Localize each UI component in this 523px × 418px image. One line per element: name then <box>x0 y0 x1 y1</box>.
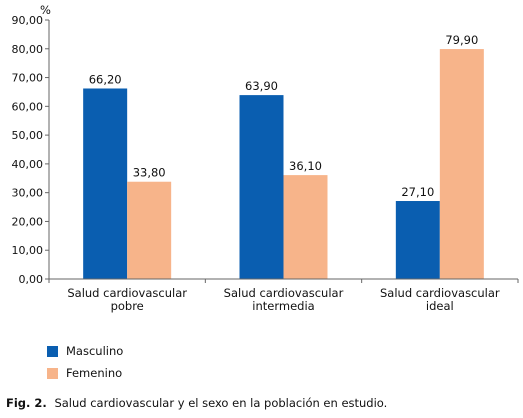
legend-swatch-femenino <box>47 367 58 379</box>
bar-femenino-3 <box>439 49 484 280</box>
figure-caption-prefix: Fig. 2. <box>6 396 47 410</box>
data-label: 27,10 <box>401 185 434 199</box>
legend-label-femenino: Femenino <box>66 366 123 380</box>
y-axis-ticks: 0,00 10,00 20,00 30,00 40,00 50,00 60,00 70,00 8… <box>12 14 49 286</box>
y-tick-label: 60,00 <box>12 100 44 113</box>
x-category-label: Salud cardiovascular <box>380 286 500 300</box>
data-label: 36,10 <box>289 159 322 173</box>
y-tick-label: 70,00 <box>12 72 44 85</box>
legend-item-masculino: Masculino <box>47 340 123 362</box>
x-category-label: Salud cardiovascular <box>67 286 187 300</box>
y-tick-label: 20,00 <box>12 215 44 228</box>
bar-femenino-2 <box>283 175 328 279</box>
data-label: 79,90 <box>445 33 478 47</box>
y-tick-label: 90,00 <box>12 14 44 27</box>
bar-femenino-1 <box>127 181 172 279</box>
bar-chart: 0,00 10,00 20,00 30,00 40,00 50,00 60,00 70,00 8… <box>12 3 519 313</box>
figure-caption-text: Salud cardiovascular y el sexo en la pob… <box>54 396 388 410</box>
data-label: 66,20 <box>89 72 122 86</box>
y-tick-label: 30,00 <box>12 187 44 200</box>
y-tick-label: 40,00 <box>12 158 44 171</box>
legend-label-masculino: Masculino <box>66 344 124 358</box>
bar-masculino-2 <box>239 95 284 279</box>
x-category-label: Salud cardiovascular <box>224 286 344 300</box>
data-label: 63,90 <box>245 79 278 93</box>
bars <box>83 49 484 280</box>
x-category-label: ideal <box>426 299 454 313</box>
y-axis-unit: % <box>40 3 51 17</box>
y-tick-label: 0,00 <box>19 273 44 286</box>
legend-item-femenino: Femenino <box>47 362 123 384</box>
data-labels: 66,20 33,80 63,90 36,10 27,10 79,90 <box>89 33 479 199</box>
x-category-label: intermedia <box>252 299 314 313</box>
legend-swatch-masculino <box>47 345 58 357</box>
figure-caption: Fig. 2. Salud cardiovascular y el sexo e… <box>6 396 387 410</box>
y-tick-label: 10,00 <box>12 244 44 257</box>
bar-masculino-1 <box>83 88 128 279</box>
y-tick-label: 50,00 <box>12 129 44 142</box>
legend: Masculino Femenino <box>47 340 123 384</box>
x-category-label: pobre <box>111 299 144 313</box>
bar-masculino-3 <box>395 201 440 279</box>
y-tick-label: 80,00 <box>12 43 44 56</box>
data-label: 33,80 <box>133 166 166 180</box>
